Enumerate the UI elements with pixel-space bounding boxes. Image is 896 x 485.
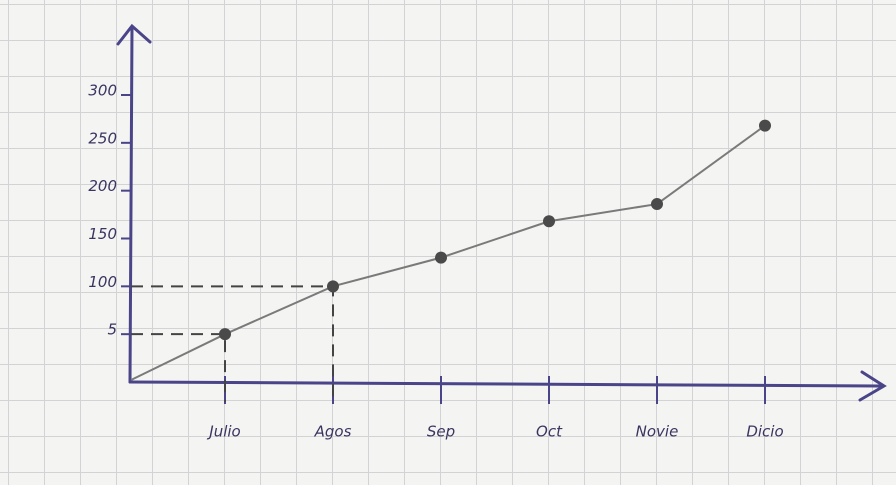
x-axis — [128, 380, 882, 388]
y-tick-label: 150 — [88, 225, 117, 243]
point — [219, 328, 231, 341]
x-tick-label: Dicio — [746, 423, 783, 441]
y-axis — [128, 26, 134, 384]
y-tick-label: 300 — [88, 82, 117, 100]
point — [651, 198, 663, 211]
y-tick-label: 200 — [88, 177, 117, 195]
y-arrow — [116, 23, 152, 46]
point — [759, 119, 771, 132]
point — [327, 280, 339, 293]
y-tick-label: 100 — [88, 273, 117, 291]
x-tick-label: Sep — [427, 423, 455, 441]
point — [435, 251, 447, 264]
x-tick-label: Novie — [636, 423, 679, 441]
line — [224, 124, 766, 336]
y-tick-label: 250 — [88, 129, 117, 147]
point — [543, 215, 555, 228]
y-tick-label: 5 — [107, 321, 117, 339]
axes — [116, 23, 887, 402]
x-tick-label: Oct — [536, 423, 563, 441]
x-arrow — [858, 370, 887, 402]
x-tick-label: Agos — [314, 423, 352, 441]
guide-line — [131, 285, 334, 402]
line-start — [130, 333, 226, 381]
x-tick-label: Julio — [206, 423, 240, 441]
guide-line — [131, 333, 226, 402]
